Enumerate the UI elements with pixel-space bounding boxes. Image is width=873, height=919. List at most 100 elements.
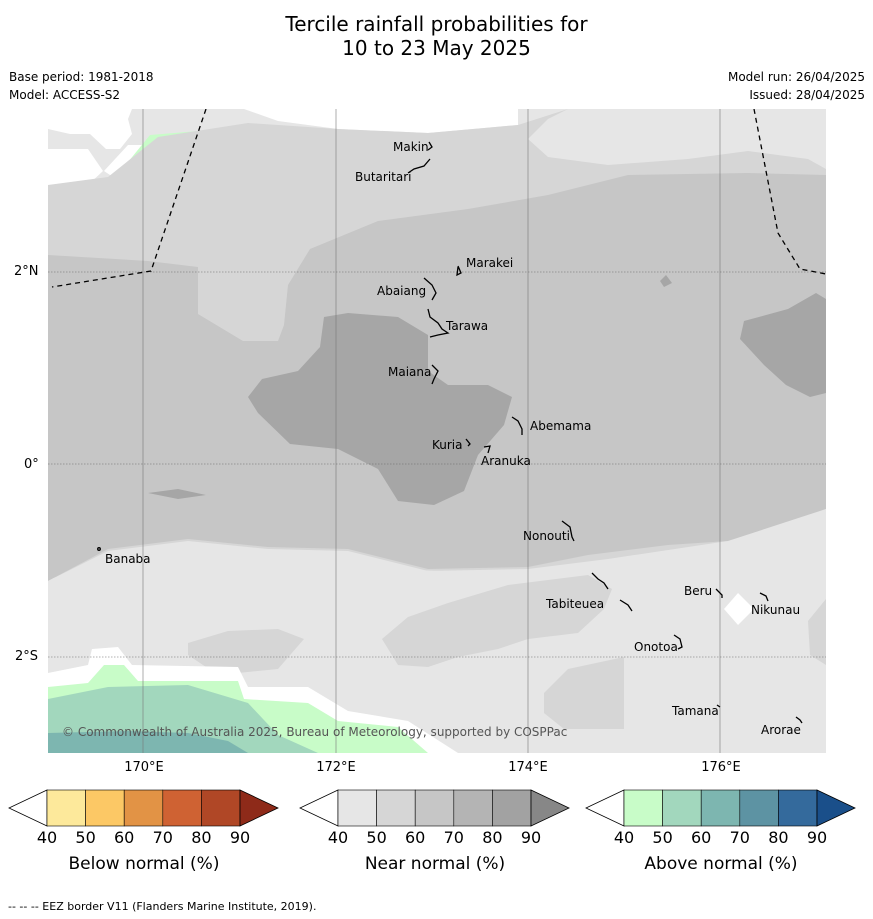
colorbar-near-normal-tick-70: 70 xyxy=(443,828,464,847)
colorbar-above-normal-low-extend xyxy=(585,789,625,827)
near-normal-50-60-lower-left xyxy=(188,629,304,675)
place-label-tamana: Tamana xyxy=(671,704,719,718)
eez-border-east xyxy=(753,109,826,275)
onotoa-island xyxy=(673,634,683,650)
arorae-island xyxy=(795,716,803,724)
colorbar-above-normal-tick-80: 80 xyxy=(768,828,789,847)
near-normal-70-80-small xyxy=(148,489,206,499)
place-label-aranuka: Aranuka xyxy=(481,454,531,468)
colorbar-below-normal-segment-80-90 xyxy=(201,789,241,827)
eez-borders xyxy=(51,109,826,288)
abemama-island xyxy=(511,416,523,435)
colorbar-near-normal-segment-50-60 xyxy=(376,789,416,827)
nikunau-island xyxy=(759,592,769,602)
near-normal-60-70-region xyxy=(48,173,826,581)
tamana-island xyxy=(716,704,721,708)
copyright-notice: © Commonwealth of Australia 2025, Bureau… xyxy=(62,725,567,739)
nonouti-island xyxy=(561,520,575,542)
place-label-tabiteuea: Tabiteuea xyxy=(545,597,604,611)
colorbar-above-normal-tick-70: 70 xyxy=(729,828,750,847)
colorbar-below-normal xyxy=(8,789,279,827)
place-label-banaba: Banaba xyxy=(105,552,151,566)
colorbar-below-normal-tick-70: 70 xyxy=(152,828,173,847)
no-dominant-region-nikunau xyxy=(724,593,754,625)
no-dominant-region-top-center xyxy=(244,109,518,133)
near-normal-50-60-lower-right xyxy=(544,657,624,729)
island-outlines xyxy=(97,141,803,724)
colorbar-below-normal-segment-60-70 xyxy=(123,789,164,827)
colorbar-title-below-normal: Below normal (%) xyxy=(68,854,220,874)
model-run-label: Model run: 26/04/2025 xyxy=(727,70,865,84)
probability-map: Makin Butaritari Marakei Abaiang Tarawa … xyxy=(48,109,826,753)
colorbar-below-normal-tick-80: 80 xyxy=(191,828,212,847)
lat-label-2s: 2°S xyxy=(15,649,39,664)
place-label-arorae: Arorae xyxy=(761,723,801,737)
place-label-kuria: Kuria xyxy=(432,438,463,452)
colorbar-title-above-normal: Above normal (%) xyxy=(644,854,798,874)
tarawa-island xyxy=(427,308,450,338)
issued-label: Issued: 28/04/2025 xyxy=(749,88,865,102)
colorbar-near-normal-high-extend xyxy=(530,789,570,827)
near-normal-50-60-edge xyxy=(808,599,826,665)
place-label-abaiang: Abaiang xyxy=(377,284,426,298)
place-label-nikunau: Nikunau xyxy=(751,603,800,617)
colorbar-near-normal-tick-90: 90 xyxy=(520,828,542,847)
colorbar-near-normal-segment-80-90 xyxy=(492,789,532,827)
above-normal-70-80-bottom xyxy=(48,731,248,753)
colorbar-below-normal-tick-40: 40 xyxy=(36,828,58,847)
near-normal-70-80-central xyxy=(248,313,512,505)
colorbar-near-normal-segment-40-50 xyxy=(337,789,377,827)
place-label-butaritari: Butaritari xyxy=(355,170,412,184)
lat-label-0: 0° xyxy=(24,457,39,472)
near-normal-50-60-lower-center xyxy=(382,575,612,667)
parallels xyxy=(48,271,826,658)
tabiteuea-south-island xyxy=(619,599,633,612)
colorbar-above-normal-segment-80-90 xyxy=(778,789,818,827)
colorbar-near-normal xyxy=(299,789,570,827)
colorbar-below-normal-segment-70-80 xyxy=(162,789,202,827)
title-line-1: Tercile rainfall probabilities for xyxy=(285,12,588,36)
lon-label-176e: 176°E xyxy=(701,760,741,775)
place-label-beru: Beru xyxy=(684,584,712,598)
eez-footnote: -- -- -- EEZ border V11 (Flanders Marine… xyxy=(8,900,317,913)
abaiang-island xyxy=(423,277,437,301)
place-label-maiana: Maiana xyxy=(388,365,431,379)
makin-island xyxy=(427,141,433,151)
map-title: Tercile rainfall probabilities for 10 to… xyxy=(0,12,873,60)
colorbars xyxy=(8,789,856,827)
no-dominant-region-top-left xyxy=(48,109,132,149)
colorbar-above-normal-tick-40: 40 xyxy=(613,828,635,847)
lon-label-172e: 172°E xyxy=(316,760,356,775)
colorbar-near-normal-segment-70-80 xyxy=(453,789,493,827)
near-normal-70-80-right xyxy=(740,293,826,397)
colorbar-above-normal-high-extend xyxy=(816,789,856,827)
colorbar-near-normal-tick-60: 60 xyxy=(405,828,426,847)
place-label-abemama: Abemama xyxy=(530,419,591,433)
eez-border-west xyxy=(51,109,207,288)
colorbar-above-normal-segment-40-50 xyxy=(623,789,663,827)
colorbar-below-normal-tick-60: 60 xyxy=(114,828,135,847)
lat-label-2n: 2°N xyxy=(14,264,39,279)
kuria-island xyxy=(465,438,471,447)
map-panel: Makin Butaritari Marakei Abaiang Tarawa … xyxy=(48,109,826,753)
place-label-nonouti: Nonouti xyxy=(523,529,570,543)
banaba-island xyxy=(97,547,101,551)
beru-island xyxy=(715,588,723,598)
colorbar-above-normal-segment-50-60 xyxy=(662,789,702,827)
colorbar-below-normal-segment-40-50 xyxy=(46,789,86,827)
maiana-island xyxy=(431,364,439,385)
colorbar-near-normal-segment-60-70 xyxy=(414,789,455,827)
place-label-tarawa: Tarawa xyxy=(445,319,488,333)
colorbar-below-normal-tick-90: 90 xyxy=(229,828,251,847)
colorbar-above-normal-tick-60: 60 xyxy=(691,828,712,847)
place-label-marakei: Marakei xyxy=(466,256,513,270)
colorbar-near-normal-low-extend xyxy=(299,789,339,827)
colorbar-above-normal xyxy=(585,789,856,827)
colorbar-below-normal-high-extend xyxy=(239,789,279,827)
colorbar-near-normal-tick-50: 50 xyxy=(366,828,387,847)
colorbar-above-normal-tick-50: 50 xyxy=(652,828,673,847)
colorbar-below-normal-tick-50: 50 xyxy=(75,828,96,847)
colorbar-below-normal-segment-50-60 xyxy=(85,789,125,827)
model-label: Model: ACCESS-S2 xyxy=(9,88,121,102)
marakei-island xyxy=(456,265,462,277)
